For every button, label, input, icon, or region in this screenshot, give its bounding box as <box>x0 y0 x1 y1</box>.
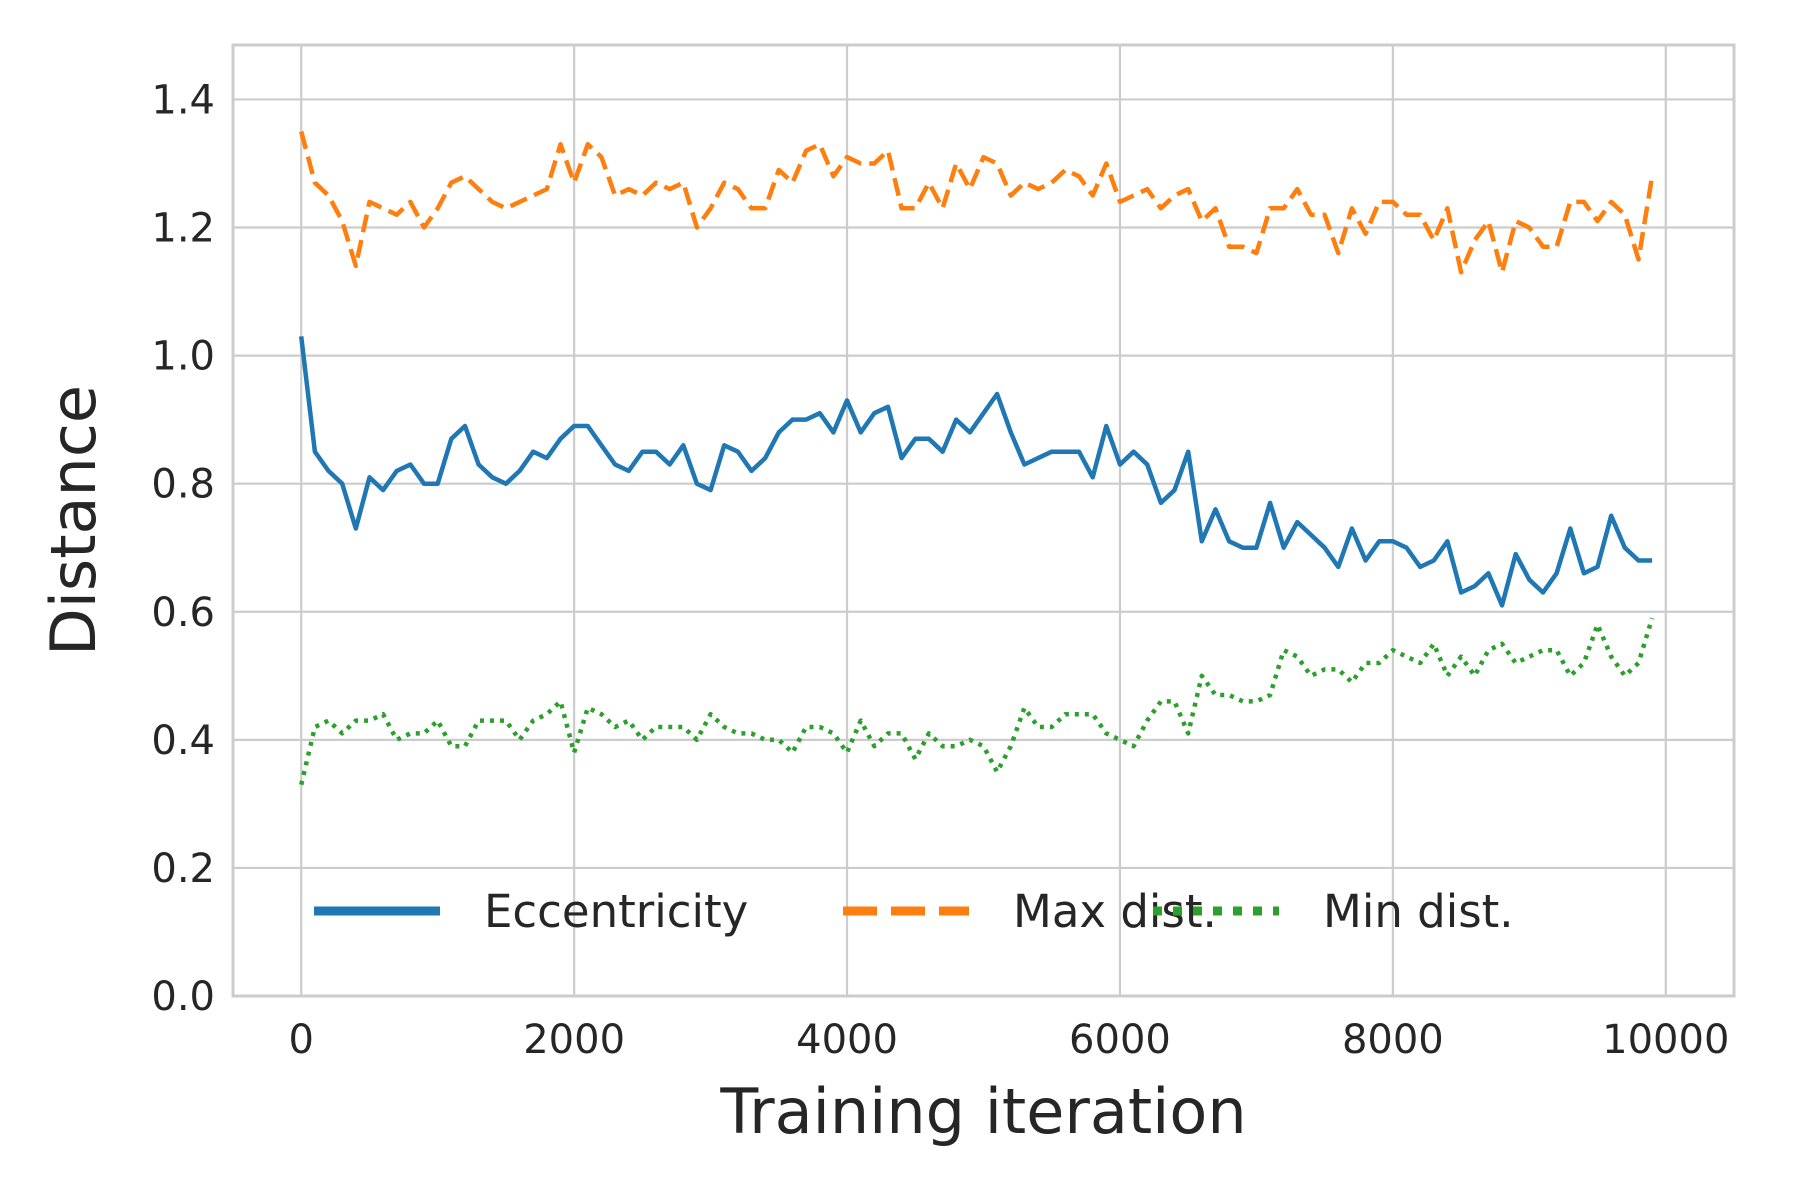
y-tick-label: 1.2 <box>151 206 215 252</box>
x-tick-label: 4000 <box>796 1017 898 1063</box>
plot-lines <box>298 130 1655 786</box>
x-tick-label: 8000 <box>1342 1017 1444 1063</box>
series-line-eccentricity <box>298 336 1653 608</box>
plot-frame <box>231 43 1736 998</box>
y-tick-label: 0.4 <box>151 718 215 764</box>
series-line-max-dist <box>299 130 1655 275</box>
x-tick-label: 0 <box>289 1017 314 1063</box>
y-tick-label: 0.8 <box>151 462 215 508</box>
x-tick-label: 6000 <box>1069 1017 1171 1063</box>
y-axis-label: Distance <box>37 385 110 656</box>
y-tick-label: 1.0 <box>151 334 215 380</box>
y-tick-label: 0.2 <box>151 846 215 892</box>
x-tick-label: 2000 <box>523 1017 625 1063</box>
x-axis-label: Training iteration <box>719 1075 1246 1148</box>
tick-labels: 0 2000 4000 6000 8000 10000 0.0 0.2 0.4 0.6 0.8 1.0… <box>151 77 1729 1063</box>
legend: Eccentricity Max dist. Min dist. <box>314 885 1514 938</box>
series-line-min-dist <box>299 617 1655 786</box>
y-tick-label: 0.6 <box>151 590 215 636</box>
y-tick-label: 1.4 <box>151 77 215 123</box>
legend-label: Max dist. <box>1013 885 1217 938</box>
legend-label: Min dist. <box>1323 885 1514 938</box>
x-tick-label: 10000 <box>1602 1017 1729 1063</box>
legend-label: Eccentricity <box>484 885 748 938</box>
y-tick-label: 0.0 <box>151 974 215 1020</box>
